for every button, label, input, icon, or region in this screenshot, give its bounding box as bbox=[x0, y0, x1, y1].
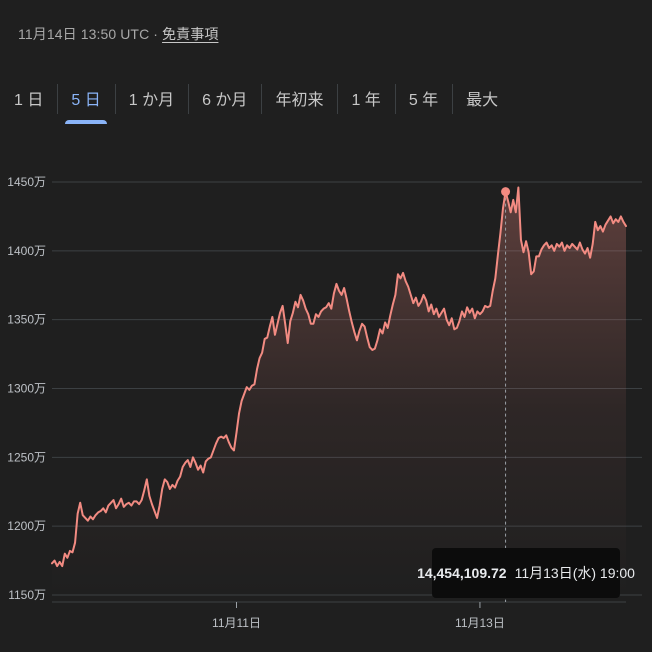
price-tooltip: 14,454,109.72 11月13日(水) 19:00 bbox=[417, 548, 635, 598]
y-tick-label: 1450万 bbox=[7, 175, 46, 189]
timestamp-bar: 11月14日 13:50 UTC · 免責事項 bbox=[18, 24, 218, 44]
tooltip-value: 14,454,109.72 bbox=[417, 565, 507, 581]
y-tick-label: 1150万 bbox=[8, 588, 46, 602]
y-tick-label: 1250万 bbox=[7, 450, 46, 464]
x-tick-label: 11月13日 bbox=[455, 616, 505, 630]
range-tabs: 1 日 5 日 1 か月 6 か月 年初来 1 年 5 年 最大 bbox=[0, 80, 512, 124]
disclaimer-link[interactable]: 免責事項 bbox=[162, 26, 219, 42]
tab-1-year[interactable]: 1 年 bbox=[337, 80, 394, 116]
x-axis: 11月11日 11月13日 bbox=[52, 601, 626, 630]
price-area-fill bbox=[52, 187, 626, 595]
tooltip-date: 11月13日(水) 19:00 bbox=[514, 565, 635, 581]
tab-5-years[interactable]: 5 年 bbox=[394, 80, 452, 116]
y-tick-label: 1350万 bbox=[7, 313, 46, 327]
tab-max[interactable]: 最大 bbox=[452, 80, 512, 116]
x-tick-label: 11月11日 bbox=[212, 616, 261, 630]
y-tick-label: 1300万 bbox=[7, 382, 46, 396]
tab-1-month[interactable]: 1 か月 bbox=[114, 80, 188, 116]
timestamp-text: 11月14日 13:50 UTC · bbox=[18, 26, 159, 42]
tab-5-days[interactable]: 5 日 bbox=[57, 80, 114, 124]
tab-1-day[interactable]: 1 日 bbox=[14, 92, 44, 109]
tab-6-months[interactable]: 6 か月 bbox=[188, 80, 261, 116]
price-line bbox=[51, 186, 627, 568]
tab-ytd[interactable]: 年初来 bbox=[261, 80, 337, 116]
y-axis-labels: 1450万 1400万 1350万 1300万 1250万 1200万 1150万 bbox=[7, 175, 46, 602]
highlight-point bbox=[501, 187, 511, 197]
y-tick-label: 1400万 bbox=[7, 244, 46, 258]
y-tick-label: 1200万 bbox=[7, 519, 46, 533]
